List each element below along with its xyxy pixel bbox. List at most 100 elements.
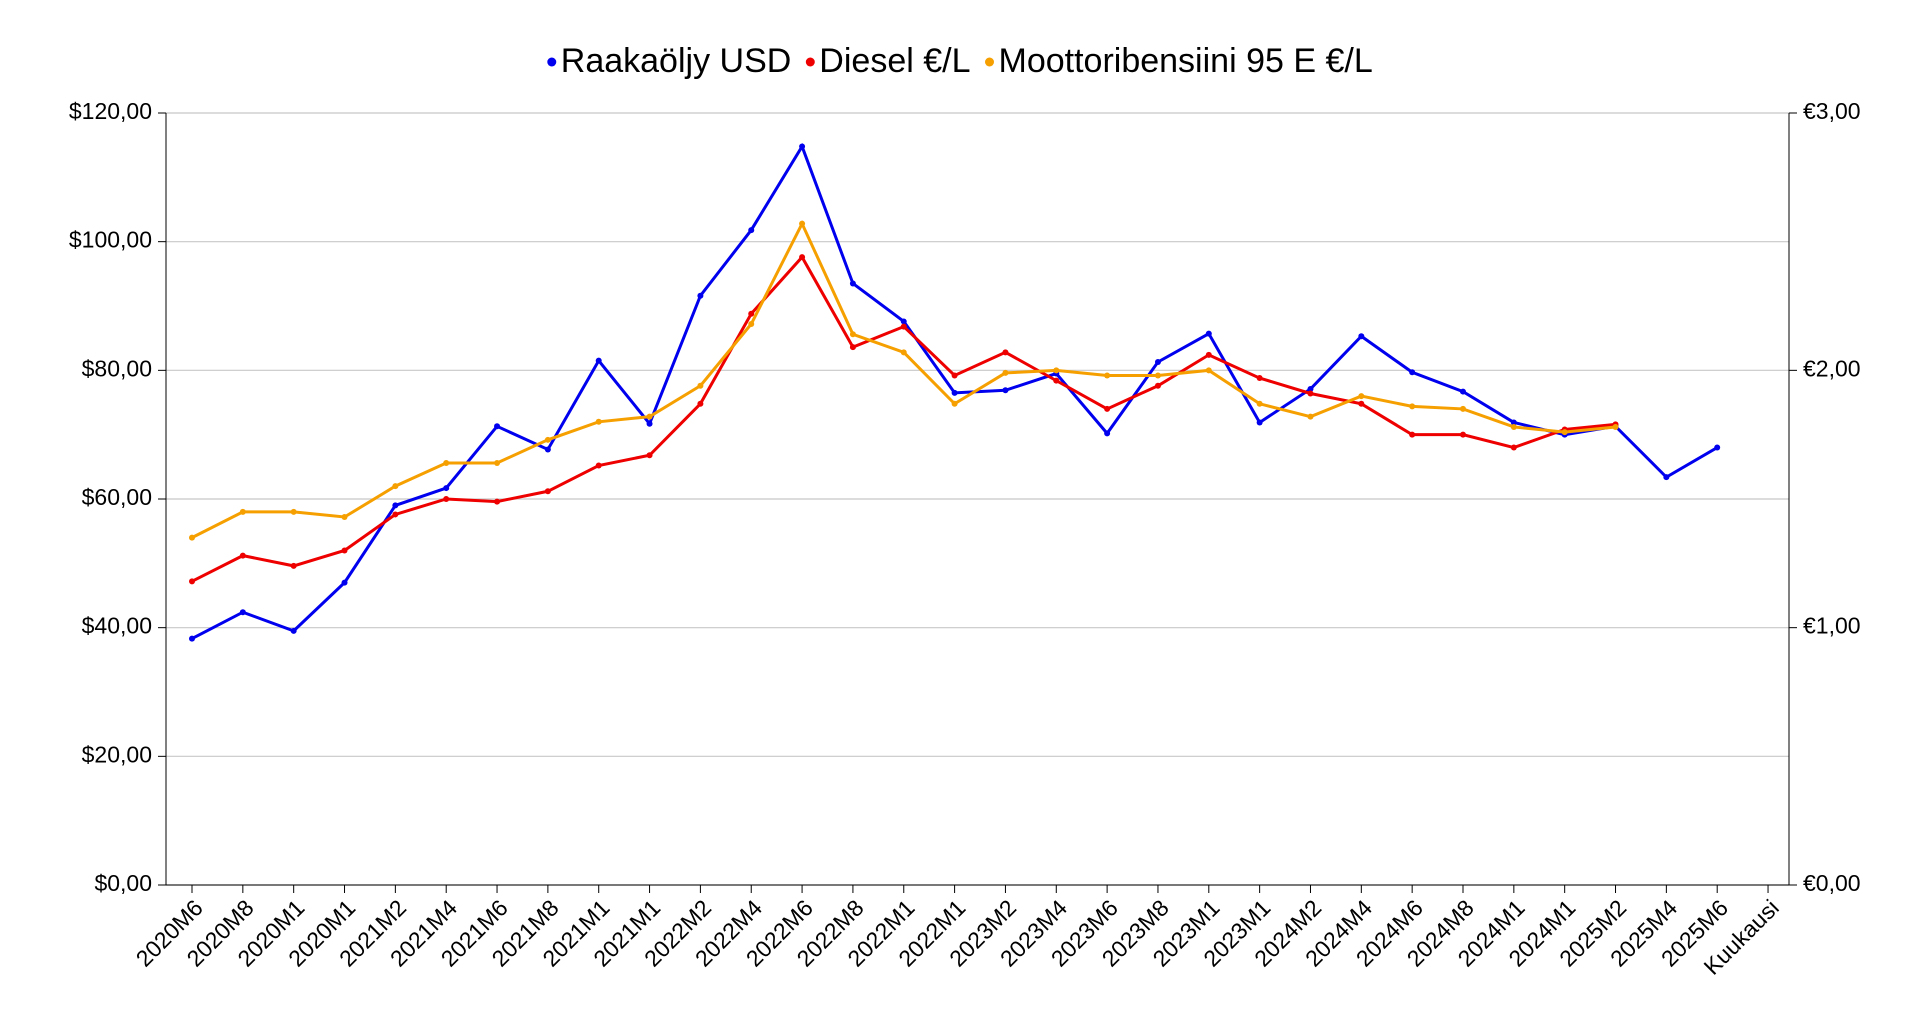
legend-label: Moottoribensiini 95 E €/L xyxy=(999,42,1373,80)
series-line xyxy=(191,254,1616,583)
legend-label: Diesel €/L xyxy=(819,42,970,80)
point xyxy=(697,292,704,299)
point xyxy=(1460,405,1466,412)
point xyxy=(646,452,653,459)
point xyxy=(748,227,755,234)
point xyxy=(1307,385,1314,392)
point xyxy=(189,635,195,642)
y2-tick-label: €3,00 xyxy=(1803,98,1861,124)
point xyxy=(849,331,856,338)
point xyxy=(443,496,450,502)
y-tick-label: $60,00 xyxy=(82,484,152,510)
point xyxy=(1154,372,1161,379)
point xyxy=(443,459,450,466)
point xyxy=(1714,444,1721,451)
point xyxy=(799,254,806,261)
point xyxy=(1460,431,1466,438)
y-tick-label: $80,00 xyxy=(82,355,152,381)
point xyxy=(1409,431,1416,438)
point xyxy=(1307,413,1314,420)
point xyxy=(1409,403,1416,410)
point xyxy=(1358,393,1365,400)
point xyxy=(799,220,806,227)
point xyxy=(1409,369,1416,376)
y-tick-label: $40,00 xyxy=(82,613,152,639)
y-tick-label: $0,00 xyxy=(94,870,152,896)
point xyxy=(1002,349,1009,356)
point xyxy=(1256,419,1263,426)
point xyxy=(1053,377,1060,384)
point xyxy=(341,547,348,554)
point xyxy=(1561,429,1568,436)
y2-tick-label: €0,00 xyxy=(1803,870,1861,896)
point xyxy=(1358,400,1365,407)
point xyxy=(443,485,450,492)
point xyxy=(697,382,704,389)
point xyxy=(1154,382,1161,389)
point xyxy=(1104,372,1111,379)
legend: Raakaöljy USD Diesel €/L Moottoribensiini … xyxy=(547,42,1373,80)
point xyxy=(239,552,246,559)
point xyxy=(1256,375,1263,382)
point xyxy=(494,498,501,505)
point xyxy=(1205,330,1212,337)
point xyxy=(290,627,297,634)
point xyxy=(900,323,907,330)
point xyxy=(392,483,399,490)
point xyxy=(697,400,704,407)
point xyxy=(494,459,501,466)
point xyxy=(1510,419,1517,426)
y-tick-label: $120,00 xyxy=(69,98,152,124)
y-tick-label: $20,00 xyxy=(82,741,152,767)
point xyxy=(239,609,246,616)
point xyxy=(239,508,246,515)
point xyxy=(1307,390,1314,397)
y2-tick-label: €2,00 xyxy=(1803,355,1861,381)
point xyxy=(1104,405,1111,412)
point xyxy=(799,143,806,150)
point xyxy=(646,413,653,420)
point xyxy=(849,280,856,287)
point xyxy=(341,514,348,521)
point xyxy=(951,389,958,396)
point xyxy=(849,344,856,351)
legend-label: Raakaöljy USD xyxy=(561,42,792,80)
point xyxy=(951,400,958,407)
point xyxy=(1053,367,1060,374)
legend-marker xyxy=(547,57,557,67)
point xyxy=(1205,351,1212,358)
point xyxy=(544,488,551,495)
point xyxy=(1256,400,1263,407)
legend-marker xyxy=(805,57,815,67)
point xyxy=(1460,388,1466,395)
point xyxy=(1510,423,1517,430)
point xyxy=(1104,430,1111,437)
point xyxy=(341,579,348,586)
point xyxy=(544,446,551,453)
point xyxy=(748,321,755,328)
point xyxy=(544,436,551,443)
point xyxy=(392,502,399,509)
point xyxy=(1612,423,1619,430)
point xyxy=(951,372,958,379)
point xyxy=(1002,369,1009,376)
point xyxy=(189,534,195,541)
point xyxy=(595,462,602,469)
point xyxy=(1663,474,1670,481)
y-tick-label: $100,00 xyxy=(69,227,152,253)
point xyxy=(595,418,602,425)
point xyxy=(900,318,907,325)
point xyxy=(748,310,755,317)
y2-tick-label: €1,00 xyxy=(1803,613,1861,639)
point xyxy=(494,423,501,430)
point xyxy=(1510,444,1517,451)
point xyxy=(1154,358,1161,365)
point xyxy=(290,508,297,515)
point xyxy=(1002,387,1009,394)
point xyxy=(290,562,297,569)
point xyxy=(1358,333,1365,340)
point xyxy=(646,420,653,427)
legend-marker xyxy=(985,57,995,67)
series-line xyxy=(191,220,1616,539)
